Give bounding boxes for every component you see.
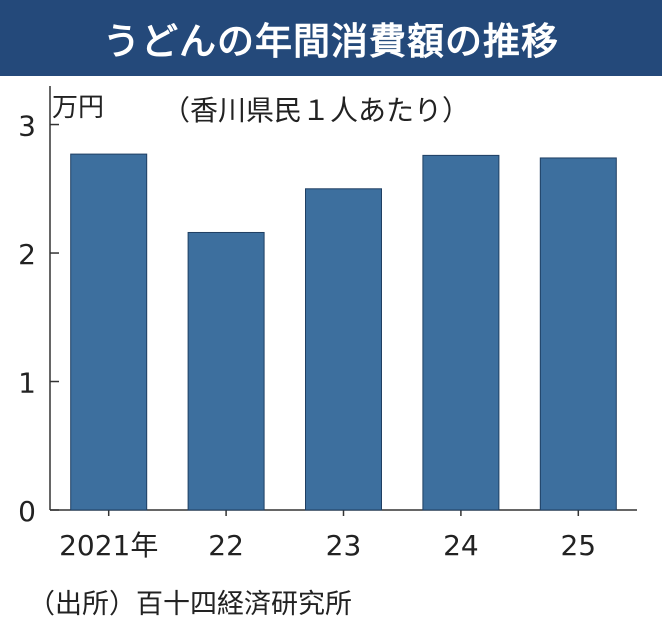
x-tick-label: 22 bbox=[208, 529, 244, 562]
x-tick-label: 2021年 bbox=[59, 529, 158, 562]
y-tick-label: 2 bbox=[18, 238, 36, 271]
bar-3 bbox=[422, 154, 500, 511]
source-note: （出所）百十四経済研究所 bbox=[28, 589, 352, 620]
y-unit-label: 万円 bbox=[52, 93, 104, 123]
y-tick-label: 1 bbox=[18, 367, 36, 400]
x-tick-label: 25 bbox=[560, 529, 596, 562]
x-tick-label: 24 bbox=[443, 529, 479, 562]
y-tick-label: 0 bbox=[18, 495, 36, 528]
bar-2 bbox=[305, 188, 382, 511]
y-tick-label: 3 bbox=[18, 110, 36, 143]
bar-4 bbox=[539, 157, 617, 511]
bars bbox=[70, 153, 617, 511]
chart-subtitle: （香川県民１人あたり） bbox=[162, 94, 470, 127]
bar-0 bbox=[70, 153, 148, 511]
x-tick-label: 23 bbox=[326, 529, 362, 562]
chart-title: うどんの年間消費額の推移 bbox=[0, 0, 662, 76]
bar-1 bbox=[187, 231, 265, 511]
